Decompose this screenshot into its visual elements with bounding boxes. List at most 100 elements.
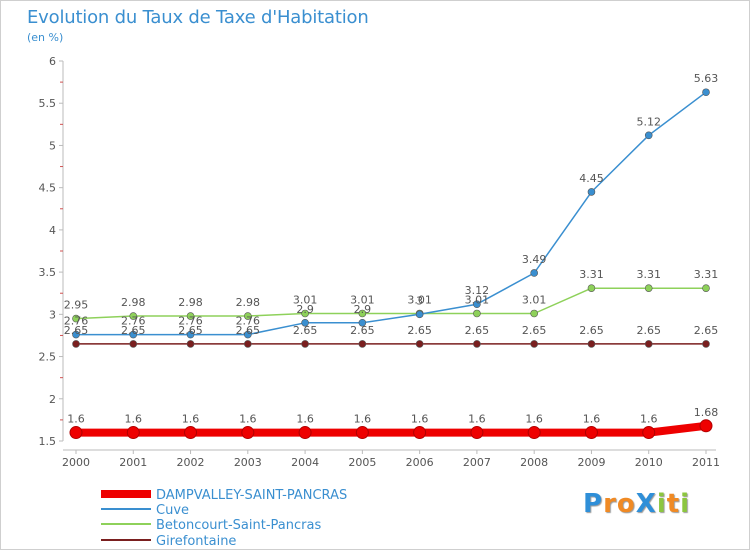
data-point-betoncourt-saint-pancras xyxy=(244,312,252,320)
chart-title: Evolution du Taux de Taxe d'Habitation xyxy=(27,7,369,28)
x-tick-label: 2010 xyxy=(635,456,663,469)
data-point-betoncourt-saint-pancras xyxy=(473,309,481,318)
data-label-betoncourt-saint-pancras: 3.01 xyxy=(350,293,375,306)
data-label-cuve: 2.76 xyxy=(236,315,261,328)
data-point-girefontaine xyxy=(186,340,195,348)
data-label-girefontaine: 2.65 xyxy=(178,324,203,337)
data-point-girefontaine xyxy=(473,340,481,348)
data-label-dampvalley-saint-pancras: 1.6 xyxy=(525,413,543,426)
data-point-cuve xyxy=(244,330,252,339)
data-point-girefontaine xyxy=(244,340,252,348)
data-label-cuve: 3.12 xyxy=(465,284,490,297)
legend-label-cuve: Cuve xyxy=(156,503,189,518)
data-label-girefontaine: 2.65 xyxy=(121,324,146,337)
x-tick-label: 2005 xyxy=(348,456,376,469)
data-point-girefontaine xyxy=(587,340,596,348)
logo-letter: i xyxy=(656,489,667,519)
logo-letter: X xyxy=(635,489,657,519)
data-label-dampvalley-saint-pancras: 1.6 xyxy=(468,413,486,426)
data-label-girefontaine: 2.65 xyxy=(236,324,261,337)
logo-letter: i xyxy=(680,489,691,519)
series-line-betoncourt-saint-pancras xyxy=(75,287,707,320)
series-line-cuve xyxy=(75,91,707,336)
legend-label-girefontaine: Girefontaine xyxy=(156,534,236,549)
data-label-betoncourt-saint-pancras: 2.98 xyxy=(236,296,261,309)
y-tick-label: 2 xyxy=(49,393,56,406)
y-tick-label: 4 xyxy=(49,224,56,237)
logo-letter: P xyxy=(583,489,604,519)
data-point-betoncourt-saint-pancras xyxy=(358,309,367,318)
data-label-betoncourt-saint-pancras: 3.01 xyxy=(522,293,547,306)
data-point-dampvalley-saint-pancras xyxy=(69,426,83,440)
data-point-cuve xyxy=(72,330,80,339)
data-label-betoncourt-saint-pancras: 2.98 xyxy=(178,296,203,309)
y-tick-label: 3.5 xyxy=(39,266,57,279)
data-point-dampvalley-saint-pancras xyxy=(470,426,484,440)
x-tick-label: 2001 xyxy=(119,456,147,469)
data-point-girefontaine xyxy=(72,340,80,348)
data-point-cuve xyxy=(415,310,424,319)
data-label-betoncourt-saint-pancras: 2.95 xyxy=(64,299,89,312)
x-tick-label: 2008 xyxy=(520,456,548,469)
data-label-dampvalley-saint-pancras: 1.6 xyxy=(239,413,257,426)
data-point-cuve xyxy=(301,318,309,327)
x-tick-label: 2002 xyxy=(177,456,205,469)
data-label-dampvalley-saint-pancras: 1.6 xyxy=(583,413,601,426)
data-label-cuve: 2.9 xyxy=(354,303,372,316)
data-point-girefontaine xyxy=(129,340,138,348)
logo-letter: t xyxy=(666,489,681,519)
data-point-cuve xyxy=(644,131,653,140)
series-line-dampvalley-saint-pancras xyxy=(72,421,710,437)
data-point-cuve xyxy=(358,318,367,327)
data-point-girefontaine xyxy=(358,340,367,348)
data-point-cuve xyxy=(530,269,538,277)
data-label-cuve: 3 xyxy=(416,294,423,307)
data-point-dampvalley-saint-pancras xyxy=(584,426,598,440)
data-point-dampvalley-saint-pancras xyxy=(413,426,427,440)
y-tick-label: 3 xyxy=(49,308,56,321)
data-point-dampvalley-saint-pancras xyxy=(241,426,255,440)
data-label-cuve: 2.76 xyxy=(178,315,203,328)
data-label-dampvalley-saint-pancras: 1.6 xyxy=(411,413,429,426)
data-point-betoncourt-saint-pancras xyxy=(702,284,710,292)
data-point-betoncourt-saint-pancras xyxy=(587,284,596,292)
data-point-dampvalley-saint-pancras xyxy=(126,426,140,440)
data-point-betoncourt-saint-pancras xyxy=(129,312,138,320)
data-point-girefontaine xyxy=(415,340,424,348)
data-point-cuve xyxy=(473,300,481,309)
x-tick-label: 2011 xyxy=(692,456,720,469)
data-label-betoncourt-saint-pancras: 3.01 xyxy=(465,293,490,306)
data-label-cuve: 4.45 xyxy=(579,172,604,185)
proxiti-logo: ProXiti xyxy=(583,489,690,519)
data-label-dampvalley-saint-pancras: 1.6 xyxy=(354,413,372,426)
data-point-dampvalley-saint-pancras xyxy=(355,426,369,440)
data-label-betoncourt-saint-pancras: 3.01 xyxy=(407,293,432,306)
data-point-cuve xyxy=(702,88,710,97)
y-tick-label: 5.5 xyxy=(39,97,57,110)
data-point-betoncourt-saint-pancras xyxy=(301,309,309,318)
data-label-dampvalley-saint-pancras: 1.6 xyxy=(296,413,314,426)
x-tick-label: 2000 xyxy=(62,456,90,469)
data-label-girefontaine: 2.65 xyxy=(350,324,375,337)
legend-label-betoncourt-saint-pancras: Betoncourt-Saint-Pancras xyxy=(156,518,321,533)
data-label-girefontaine: 2.65 xyxy=(465,324,490,337)
data-point-dampvalley-saint-pancras xyxy=(527,426,541,440)
y-tick-label: 5 xyxy=(49,139,56,152)
data-label-dampvalley-saint-pancras: 1.68 xyxy=(694,406,719,419)
y-tick-label: 4.5 xyxy=(39,182,57,195)
x-tick-label: 2009 xyxy=(577,456,605,469)
data-point-cuve xyxy=(587,188,596,196)
y-tick-label: 2.5 xyxy=(39,351,57,364)
data-point-betoncourt-saint-pancras xyxy=(72,314,80,323)
x-tick-label: 2007 xyxy=(463,456,491,469)
data-label-betoncourt-saint-pancras: 3.31 xyxy=(694,268,719,281)
data-point-betoncourt-saint-pancras xyxy=(530,309,538,318)
data-label-dampvalley-saint-pancras: 1.6 xyxy=(125,413,143,426)
logo-letter: o xyxy=(616,489,636,519)
data-point-dampvalley-saint-pancras xyxy=(642,426,656,440)
data-label-cuve: 5.63 xyxy=(694,72,719,85)
data-label-girefontaine: 2.65 xyxy=(293,324,318,337)
x-tick-label: 2006 xyxy=(406,456,434,469)
data-point-girefontaine xyxy=(530,340,538,348)
